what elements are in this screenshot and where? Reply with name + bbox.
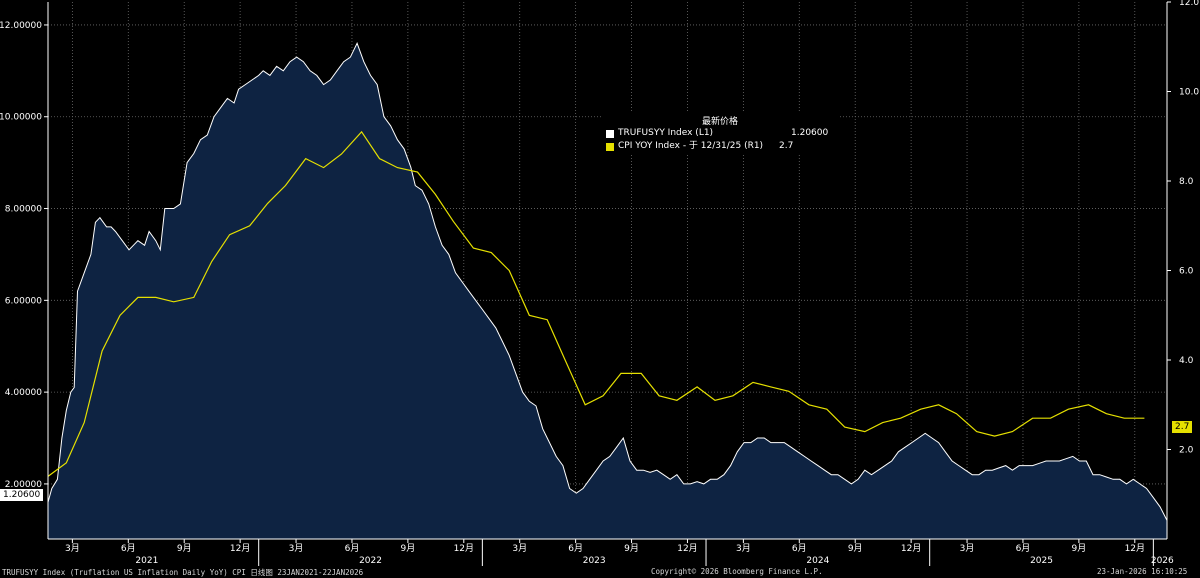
month-tick-label: 9月	[401, 543, 416, 554]
footer-timestamp: 23-Jan-2026 16:10:25	[1097, 567, 1188, 576]
legend-title: 最新价格	[701, 117, 738, 127]
legend-swatch-truflation	[606, 130, 614, 138]
month-tick-label: 9月	[1072, 543, 1087, 554]
month-tick-label: 6月	[121, 543, 136, 554]
left-tick-label: 6.00000	[5, 296, 42, 306]
month-tick-label: 6月	[792, 543, 807, 554]
x-axis-ticks: 3月 6月 9月 12月 3月 6月 9月 12月 3月 6月 9月 12月 3月 6月 9月 12月 3月 6月…	[65, 539, 1174, 566]
legend-value-cpi: 2.7	[779, 141, 794, 151]
legend-entry-cpi: CPI YOY Index - 于 12/31/25 (R1) 2.7	[601, 140, 839, 153]
legend-value-truflation: 1.20600	[791, 128, 829, 138]
truflation-area-fill	[48, 43, 1167, 540]
truflation-series-line	[47, 42, 1168, 521]
month-tick-label: 9月	[177, 543, 192, 554]
month-tick-label: 12月	[677, 543, 697, 554]
legend-box: 最新价格 TRUFUSYY Index (L1) 1.20600 CPI YOY…	[601, 111, 839, 154]
left-last-value-badge: 1.20600	[0, 489, 44, 501]
left-tick-label: 4.00000	[5, 388, 42, 398]
right-tick-label: 2.0	[1179, 446, 1194, 456]
left-tick-label: 8.00000	[5, 205, 42, 215]
month-tick-label: 12月	[901, 543, 921, 554]
right-tick-label: 10.0	[1179, 88, 1199, 98]
year-tick-label: 2023	[583, 556, 606, 566]
right-tick-label: 4.0	[1179, 356, 1194, 366]
month-tick-label: 9月	[848, 543, 863, 554]
left-tick-label: 2.00000	[5, 480, 42, 490]
month-tick-label: 3月	[736, 543, 751, 554]
year-tick-label: 2025	[1030, 556, 1053, 566]
legend-entry-truflation: TRUFUSYY Index (L1) 1.20600	[601, 127, 839, 140]
footer-title: TRUFUSYY Index (Truflation US Inflation …	[2, 568, 364, 577]
year-tick-label: 2024	[806, 556, 829, 566]
month-tick-label: 12月	[454, 543, 474, 554]
year-tick-label: 2026	[1151, 556, 1174, 566]
month-tick-label: 3月	[289, 543, 304, 554]
right-tick-label: 6.0	[1179, 267, 1194, 277]
month-tick-label: 3月	[65, 543, 80, 554]
legend-swatch-cpi	[606, 143, 614, 151]
footer-copyright: Copyright© 2026 Bloomberg Finance L.P.	[651, 567, 823, 576]
right-tick-label: 8.0	[1179, 177, 1194, 187]
left-tick-label: 12.00000	[0, 21, 42, 31]
left-axis-ticks: 2.00000 4.00000 6.00000 8.00000 10.00000 12.0…	[0, 21, 48, 490]
right-tick-label: 12.0	[1179, 0, 1199, 8]
right-axis-ticks: 2.0 4.0 6.0 8.0 10.0 12.0	[1167, 0, 1199, 456]
month-tick-label: 9月	[624, 543, 639, 554]
month-tick-label: 12月	[1125, 543, 1145, 554]
footer-bar: TRUFUSYY Index (Truflation US Inflation …	[0, 567, 1200, 577]
year-tick-label: 2022	[359, 556, 382, 566]
cpi-yoy-series-line	[47, 130, 1145, 477]
right-last-value-badge: 2.7	[1172, 421, 1193, 433]
month-tick-label: 12月	[230, 543, 250, 554]
month-tick-label: 6月	[568, 543, 583, 554]
month-tick-label: 6月	[1016, 543, 1031, 554]
left-tick-label: 10.00000	[0, 113, 42, 123]
month-tick-label: 6月	[345, 543, 360, 554]
legend-label-cpi: CPI YOY Index - 于 12/31/25 (R1)	[618, 141, 764, 151]
legend-label-truflation: TRUFUSYY Index (L1)	[618, 128, 714, 138]
month-tick-label: 3月	[960, 543, 975, 554]
year-tick-label: 2021	[135, 556, 158, 566]
month-tick-label: 3月	[512, 543, 527, 554]
